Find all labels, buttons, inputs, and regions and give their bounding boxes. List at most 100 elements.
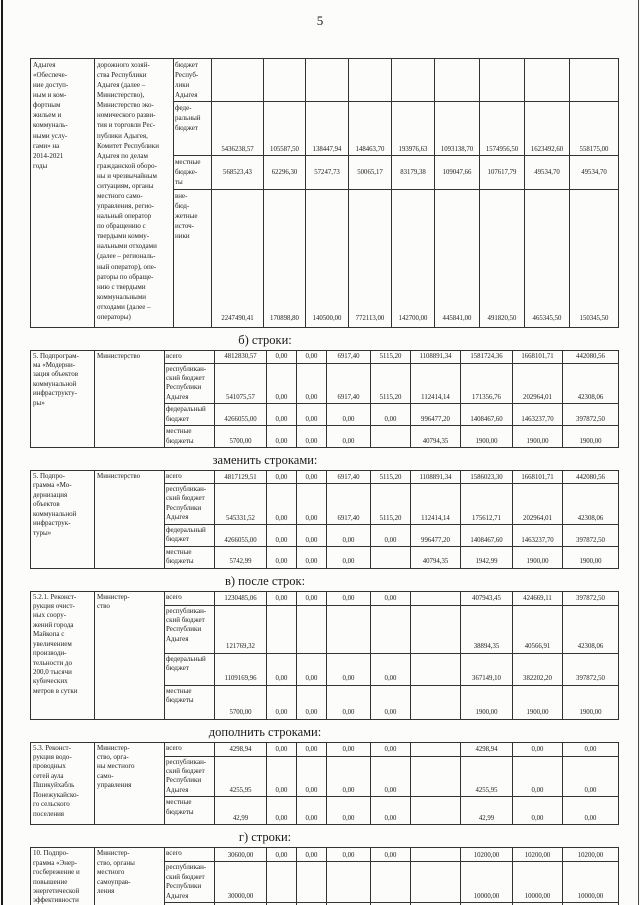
section-heading-replace: заменить строками: — [212, 453, 318, 468]
value-cell: 1463237,70 — [512, 403, 563, 427]
value-cell: 1668101,71 — [512, 349, 563, 364]
value-cell — [524, 57, 570, 103]
value-cell: 0,00 — [370, 523, 411, 547]
table-row: федеральный бюджет 4266055,00 0,00 0,00 0,00… — [31, 523, 619, 547]
budget-type-cell: всего — [164, 847, 215, 863]
value-cell: 6917,40 — [326, 470, 371, 485]
value-cell — [296, 604, 327, 654]
budget-type-cell: республикан- ский бюджет Республики Адыг… — [164, 604, 215, 654]
value-cell — [410, 755, 461, 798]
budget-type-cell: республикан- ский бюджет Республики Адыг… — [164, 861, 215, 904]
program-name-cell: 5.3. Реконст- рукция водо- проводных сет… — [30, 741, 95, 826]
budget-type-cell: бюджет Респуб- лики Адыгея — [173, 57, 212, 103]
value-cell: 5115,20 — [370, 362, 411, 405]
value-cell: 4266055,00 — [214, 523, 267, 547]
value-cell: 4255,95 — [214, 755, 267, 798]
value-cell: 0,00 — [326, 545, 371, 569]
budget-type-cell: местные бюджеты — [164, 796, 215, 826]
table-replace-rows-body: 5. Подпро- грамма «Мо- дернизация объект… — [30, 470, 619, 569]
value-cell: 175612,71 — [460, 483, 513, 525]
value-cell: 4817129,51 — [214, 470, 267, 485]
program-name-cell: 5.2.1. Реконст- рукция очист- ных соору-… — [30, 590, 95, 720]
value-cell: 558175,00 — [569, 101, 619, 157]
value-cell: 0,00 — [296, 847, 327, 863]
table-row: местные бюджеты 42,99 0,00 0,00 0,00 0,00 42,9… — [31, 796, 619, 826]
value-cell: 0,00 — [296, 362, 327, 405]
value-cell: 1900,00 — [562, 545, 619, 569]
value-cell — [326, 604, 371, 654]
value-cell: 0,00 — [266, 349, 297, 364]
table-row: 5. Подпрограм- ма «Модерни- зация объект… — [30, 349, 619, 449]
value-cell — [266, 604, 297, 654]
value-cell: 0,00 — [266, 652, 297, 686]
executor-cell: Министерство — [94, 349, 165, 449]
value-cell: 10200,00 — [562, 847, 619, 863]
value-cell: 109047,66 — [434, 155, 480, 190]
value-cell: 491820,50 — [479, 188, 525, 328]
value-cell — [211, 57, 264, 103]
value-cell: 38894,35 — [460, 604, 513, 654]
value-cell: 5115,20 — [370, 483, 411, 525]
value-cell: 0,00 — [326, 741, 371, 757]
value-cell: 0,00 — [512, 755, 563, 798]
value-cell: 1900,00 — [562, 684, 619, 720]
value-cell: 0,00 — [266, 470, 297, 485]
table-g-rows-body: 10. Подпро- грамма «Энер- госбережение и… — [30, 847, 619, 905]
value-cell: 0,00 — [296, 741, 327, 757]
value-cell: 4266055,00 — [214, 403, 267, 427]
value-cell: 112414,14 — [410, 362, 461, 405]
table-b-rows-body: 5. Подпрограм- ма «Модерни- зация объект… — [30, 349, 619, 449]
value-cell: 0,00 — [370, 684, 411, 720]
value-cell: 1574956,50 — [479, 101, 525, 157]
budget-type-cell: всего — [164, 590, 215, 606]
value-cell: 0,00 — [296, 483, 327, 525]
value-cell: 1230485,06 — [214, 590, 267, 606]
table-row: 10. Подпро- грамма «Энер- госбережение и… — [30, 847, 619, 905]
value-cell: 0,00 — [266, 755, 297, 798]
budget-type-cell: местные бюдже- ты — [173, 155, 212, 190]
table-row: Адыгея «Обеспече- ние доступ- ным и ком-… — [30, 57, 619, 328]
value-cell: 1668101,71 — [512, 470, 563, 485]
value-cell: 193976,63 — [391, 101, 435, 157]
value-cell: 4298,94 — [460, 741, 513, 757]
value-cell: 0,00 — [296, 403, 327, 427]
value-cell — [370, 545, 411, 569]
value-cell — [263, 57, 306, 103]
value-cell: 5436238,57 — [211, 101, 264, 157]
budget-type-cell: федеральный бюджет — [164, 403, 215, 427]
value-cell: 0,00 — [266, 362, 297, 405]
program-name-cell: 5. Подпрограм- ма «Модерни- зация объект… — [30, 349, 95, 449]
value-cell: 0,00 — [326, 523, 371, 547]
value-cell: 49534,70 — [569, 155, 619, 190]
value-cell: 30000,00 — [214, 861, 267, 904]
value-cell: 1900,00 — [512, 545, 563, 569]
value-cell: 0,00 — [326, 425, 371, 449]
value-cell: 0,00 — [266, 523, 297, 547]
value-cell: 4298,94 — [214, 741, 267, 757]
value-cell — [410, 590, 461, 606]
value-cell: 0,00 — [370, 652, 411, 686]
value-cell: 772113,00 — [348, 188, 392, 328]
value-cell: 83179,38 — [391, 155, 435, 190]
value-cell: 0,00 — [296, 796, 327, 826]
value-cell: 1109169,96 — [214, 652, 267, 686]
value-cell — [410, 652, 461, 686]
value-cell: 0,00 — [296, 652, 327, 686]
value-cell: 5115,20 — [370, 470, 411, 485]
value-cell: 568523,43 — [211, 155, 264, 190]
budget-type-cell: местные бюджеты — [164, 425, 215, 449]
value-cell — [305, 57, 349, 103]
value-cell: 40794,35 — [410, 425, 461, 449]
value-cell: 1581724,36 — [460, 349, 513, 364]
value-cell: 1408467,60 — [460, 523, 513, 547]
value-cell — [391, 57, 435, 103]
value-cell — [326, 861, 371, 904]
value-cell: 107617,79 — [479, 155, 525, 190]
value-cell: 0,00 — [296, 590, 327, 606]
table-row: 5.2.1. Реконст- рукция очист- ных соору-… — [30, 590, 619, 720]
value-cell: 138447,94 — [305, 101, 349, 157]
value-cell: 150345,50 — [569, 188, 619, 328]
value-cell: 397872,50 — [562, 590, 619, 606]
table-row: республикан- ский бюджет Республики Адыг… — [31, 861, 619, 904]
